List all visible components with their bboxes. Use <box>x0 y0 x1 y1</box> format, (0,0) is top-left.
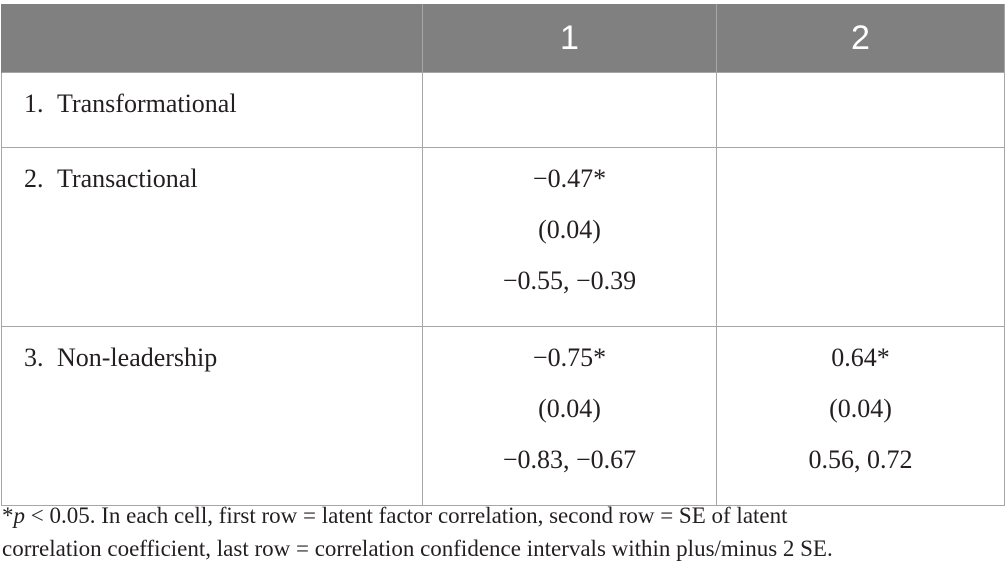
latent-correlation: −0.75* <box>532 343 607 372</box>
row-label: 2. Transactional <box>1 147 423 327</box>
standard-error: (0.04) <box>538 215 601 244</box>
header-col-1: 1 <box>422 4 717 73</box>
cell-r1-c2 <box>716 72 1005 148</box>
cell-r2-c1: −0.47* (0.04) −0.55, −0.39 <box>422 147 717 327</box>
cell-r3-c2: 0.64* (0.04) 0.56, 0.72 <box>716 326 1005 506</box>
correlation-table-container: 1 2 1. Transformational 2. Transactional −… <box>1 4 1005 506</box>
standard-error: (0.04) <box>829 394 892 423</box>
row-number: 1. <box>24 89 44 118</box>
correlation-table: 1 2 1. Transformational 2. Transactional −… <box>1 4 1005 506</box>
confidence-interval: 0.56, 0.72 <box>808 445 913 474</box>
row-label-text: Non-leadership <box>57 343 218 372</box>
latent-correlation: −0.47* <box>532 164 607 193</box>
cell-r1-c1 <box>422 72 717 148</box>
table-footnote: *p < 0.05. In each cell, first row = lat… <box>2 499 1002 565</box>
table-row: 3. Non-leadership −0.75* (0.04) −0.83, −0… <box>1 326 1005 506</box>
footnote-line-2: correlation coefficient, last row = corr… <box>2 536 833 561</box>
standard-error: (0.04) <box>538 394 601 423</box>
header-col-2: 2 <box>716 4 1005 73</box>
row-number: 2. <box>24 164 44 193</box>
footnote-star: * <box>2 503 14 528</box>
table-row: 2. Transactional −0.47* (0.04) −0.55, −0.… <box>1 147 1005 327</box>
cell-r2-c2 <box>716 147 1005 327</box>
footnote-line-1-text: < 0.05. In each cell, first row = latent… <box>25 503 788 528</box>
table-row: 1. Transformational <box>1 72 1005 148</box>
row-label: 3. Non-leadership <box>1 326 423 506</box>
row-label: 1. Transformational <box>1 72 423 148</box>
header-corner <box>1 4 423 73</box>
header-row: 1 2 <box>1 4 1005 73</box>
footnote-p: p <box>13 503 26 528</box>
confidence-interval: −0.83, −0.67 <box>502 445 637 474</box>
footnote-line-1: *p < 0.05. In each cell, first row = lat… <box>2 499 1002 532</box>
confidence-interval: −0.55, −0.39 <box>502 266 637 295</box>
cell-r3-c1: −0.75* (0.04) −0.83, −0.67 <box>422 326 717 506</box>
row-number: 3. <box>24 343 44 372</box>
row-label-text: Transactional <box>57 164 198 193</box>
row-label-text: Transformational <box>57 89 237 118</box>
latent-correlation: 0.64* <box>831 343 890 372</box>
